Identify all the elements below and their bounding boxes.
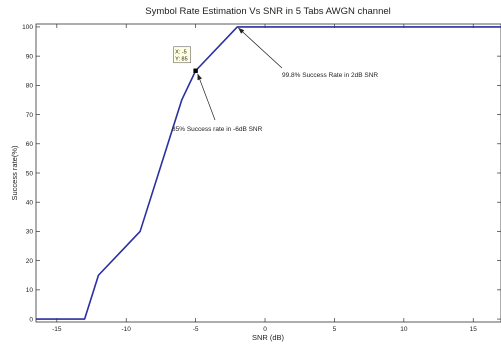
annotation-arrow-1 [238, 27, 283, 69]
annotation-layer: 99.8% Success Rate in 2dB SNR 85% Succes… [172, 27, 378, 133]
y-tick-label: 100 [22, 24, 33, 31]
y-tick-label: 30 [26, 229, 34, 236]
y-tick-label: 90 [26, 53, 34, 60]
annotation-label-2: 85% Success rate in -6dB SNR [172, 126, 263, 133]
plot-area [35, 23, 501, 323]
series-line-0 [36, 26, 501, 320]
y-tick-label: 40 [26, 200, 34, 207]
y-tick-label: 20 [26, 258, 34, 265]
annotation-arrowhead-1 [238, 27, 245, 34]
x-tick-label: -10 [122, 326, 132, 333]
y-tick-label: 0 [29, 316, 33, 323]
y-axis: 0 10 20 30 40 50 60 70 80 90 100 [22, 24, 501, 323]
chart-title: Symbol Rate Estimation Vs SNR in 5 Tabs … [145, 6, 391, 17]
y-tick-label: 60 [26, 141, 34, 148]
x-tick-label: -15 [52, 326, 62, 333]
x-tick-label: 0 [263, 326, 267, 333]
datatip-marker[interactable] [193, 68, 198, 73]
datatip-box[interactable] [173, 46, 191, 64]
y-tick-label: 50 [26, 170, 34, 177]
x-tick-label: -5 [193, 326, 199, 333]
datatip-y-label: Y: 85 [175, 57, 188, 63]
y-tick-label: 70 [26, 112, 34, 119]
datatip[interactable]: X: -5 Y: 85 [173, 46, 198, 73]
annotation-arrow-2 [197, 73, 216, 121]
annotation-label-1: 99.8% Success Rate in 2dB SNR [282, 72, 378, 79]
x-tick-label: 5 [333, 326, 337, 333]
x-tick-label: 10 [400, 326, 408, 333]
y-tick-label: 80 [26, 83, 34, 90]
datatip-x-label: X: -5 [175, 50, 187, 56]
series-layer [36, 26, 501, 320]
annotation-arrowhead-2 [197, 73, 202, 81]
y-tick-label: 10 [26, 287, 34, 294]
x-tick-label: 15 [470, 326, 478, 333]
x-axis-title: SNR (dB) [252, 333, 285, 342]
y-axis-title: Success rate(%) [10, 145, 19, 201]
